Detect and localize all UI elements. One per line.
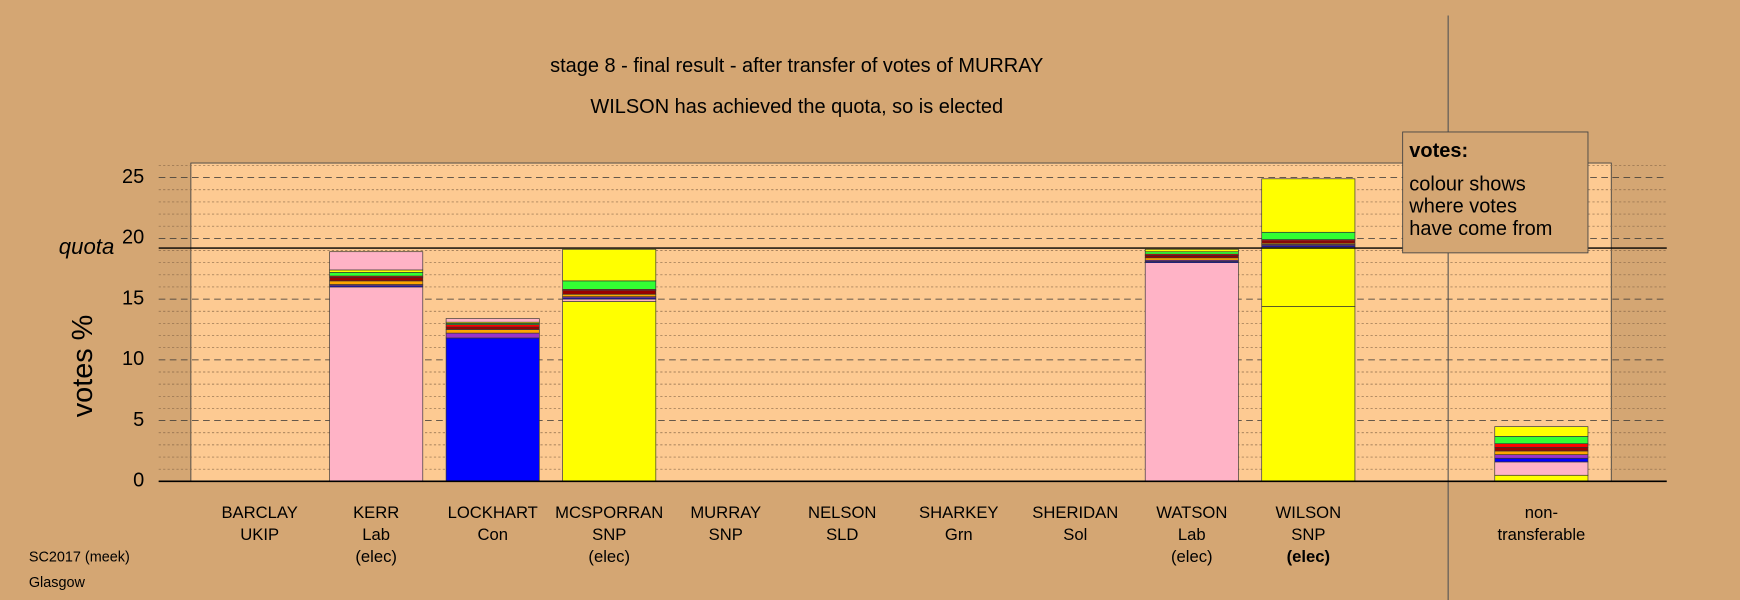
- x-tick-label: Grn: [945, 525, 973, 544]
- bar-segment: [1494, 457, 1589, 463]
- bar-segment: [1261, 247, 1356, 307]
- x-tick-label: (elec): [355, 547, 397, 566]
- bar-segment: [1261, 231, 1356, 240]
- x-tick-label: Sol: [1063, 525, 1087, 544]
- bar-segment: [329, 251, 424, 271]
- legend-text: colour shows: [1409, 173, 1526, 195]
- x-tick-label: KERR: [353, 503, 399, 522]
- bar-segment: [329, 272, 424, 277]
- bar-segment: [1261, 178, 1356, 233]
- x-tick-label: SLD: [826, 525, 858, 544]
- bar-segment: [1494, 454, 1589, 459]
- bar-segment: [1261, 306, 1356, 482]
- bar-segment: [329, 269, 424, 273]
- x-tick-label: WATSON: [1156, 503, 1227, 522]
- bar-segment: [445, 324, 540, 328]
- x-tick-label: WILSON: [1276, 503, 1342, 522]
- bar-segment: [445, 318, 540, 323]
- bar-segment: [1494, 436, 1589, 445]
- x-tick-label: BARCLAY: [221, 503, 297, 522]
- bar-segment: [1494, 446, 1589, 452]
- quota-label: quota: [59, 234, 115, 259]
- bar-segment: [1144, 255, 1239, 259]
- y-tick-label: 10: [122, 348, 144, 370]
- bar-segment: [562, 248, 657, 282]
- bar-segment: [329, 276, 424, 282]
- x-tick-label: MCSPORRAN: [555, 503, 663, 522]
- bar-segment: [1494, 461, 1589, 476]
- x-tick-label: MURRAY: [690, 503, 761, 522]
- chart-title: stage 8 - final result - after transfer …: [550, 55, 1043, 77]
- bar-segment: [445, 337, 540, 482]
- bar-segment: [1494, 474, 1589, 482]
- bar-segment: [1144, 251, 1239, 255]
- x-tick-label: non-: [1525, 503, 1558, 522]
- y-tick-label: 20: [122, 227, 144, 249]
- x-tick-label: Con: [477, 525, 508, 544]
- x-tick-label: Lab: [362, 525, 390, 544]
- legend-box: [1402, 131, 1589, 254]
- bar-segment: [1144, 257, 1239, 261]
- bar-segment: [562, 298, 657, 302]
- x-tick-label: SNP: [709, 525, 743, 544]
- legend-text: have come from: [1409, 218, 1552, 240]
- footer: SC2017 (meek): [29, 550, 130, 566]
- bar-segment: [562, 280, 657, 290]
- chart-subtitle: WILSON has achieved the quota, so is ele…: [590, 96, 1003, 118]
- bar-segment: [329, 286, 424, 482]
- x-tick-label: SNP: [1291, 525, 1325, 544]
- x-tick-label: (elec): [1171, 547, 1213, 566]
- legend-text: where votes: [1408, 196, 1517, 218]
- footer: Glasgow: [29, 575, 86, 591]
- x-tick-label: SHARKEY: [919, 503, 998, 522]
- x-tick-label: Lab: [1178, 525, 1206, 544]
- bar-segment: [329, 280, 424, 285]
- bar-segment: [445, 326, 540, 330]
- x-tick-label: SNP: [592, 525, 626, 544]
- x-tick-label: transferable: [1497, 525, 1585, 544]
- x-tick-label: (elec): [588, 547, 630, 566]
- legend-title: votes:: [1409, 140, 1468, 162]
- bar-segment: [445, 329, 540, 334]
- y-tick-label: 25: [122, 166, 144, 188]
- y-tick-label: 0: [133, 470, 144, 492]
- x-tick-label: NELSON: [808, 503, 876, 522]
- y-axis-label: votes %: [67, 315, 99, 418]
- plot-area: [190, 162, 1612, 482]
- bar-segment: [1144, 262, 1239, 482]
- bar-segment: [1261, 240, 1356, 244]
- x-tick-label: UKIP: [240, 525, 279, 544]
- bar-segment: [562, 301, 657, 482]
- bars: [329, 178, 1589, 482]
- bar-segment: [562, 290, 657, 295]
- x-tick-label: SHERIDAN: [1032, 503, 1118, 522]
- bar-segment: [1494, 450, 1589, 455]
- x-tick-label: (elec): [1287, 547, 1330, 566]
- bar-segment: [1494, 443, 1589, 448]
- y-tick-label: 5: [133, 409, 144, 431]
- bar-segment: [1144, 248, 1239, 253]
- y-tick-label: 15: [122, 287, 144, 309]
- bar-segment: [562, 293, 657, 298]
- bar-segment: [1494, 426, 1589, 437]
- bar-segment: [445, 332, 540, 339]
- x-tick-label: LOCKHART: [448, 503, 538, 522]
